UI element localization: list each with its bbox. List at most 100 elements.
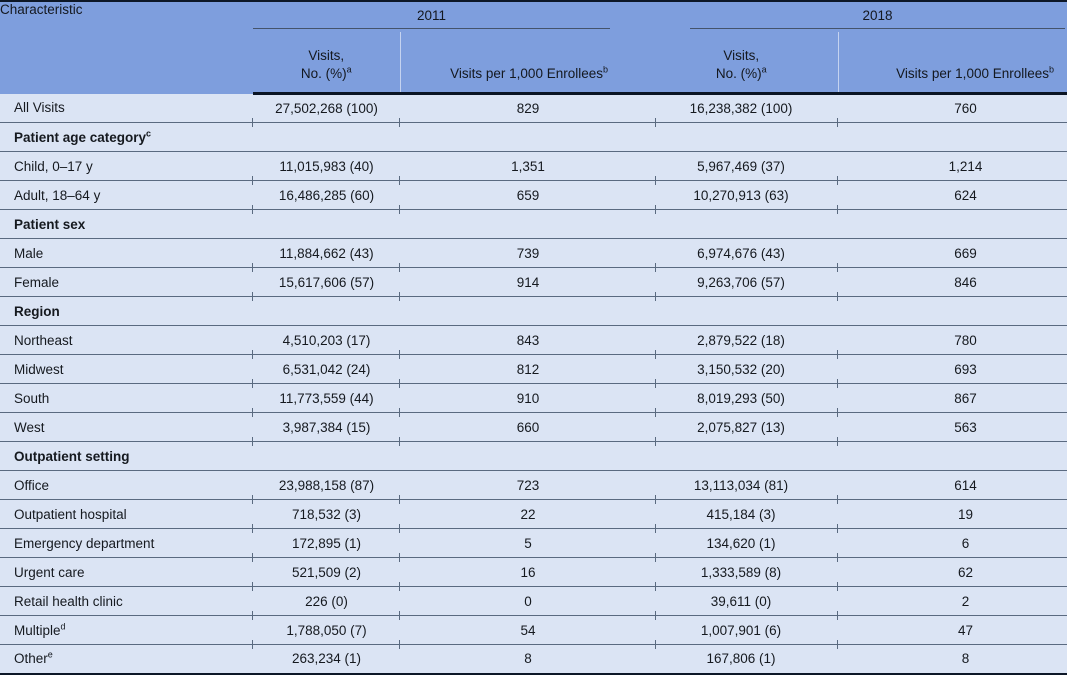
section-label: Region (14, 303, 60, 319)
cell-rate-2018: 19 (836, 500, 1067, 533)
section-header-row: Region (0, 296, 1067, 326)
column-header-visits-2018: Visits, No. (%)a (656, 32, 838, 95)
cell-rate-2018: 8 (961, 651, 970, 667)
table-row: Outpatient hospital 718,532 (3) 22 415,1… (0, 499, 1067, 533)
section-label-cell: Patient sex (0, 210, 1067, 239)
row-label-cell: South (0, 384, 253, 413)
cell-visits-2011: 11,015,983 (40) (252, 152, 400, 185)
cell-visits-2011: 11,773,559 (44) (252, 384, 400, 417)
row-label-cell: Othere (0, 645, 253, 674)
table-row: Othere 263,234 (1) 8 167,806 (1) 8 (0, 644, 1067, 674)
cell-rate-2011: 0 (399, 587, 656, 620)
row-label-cell: Child, 0–17 y (0, 152, 253, 181)
year-label-2011: 2011 (253, 2, 610, 29)
cell-rate-2018: 614 (836, 471, 1067, 504)
cell-visits-2011: 4,510,203 (17) (252, 326, 400, 359)
cell-rate-2018: 624 (836, 181, 1067, 214)
rate-header-label: Visits per 1,000 Enrollees (896, 66, 1049, 81)
row-label-cell: West (0, 413, 253, 442)
section-header-row: Outpatient setting (0, 441, 1067, 471)
row-label-cell: Outpatient hospital (0, 500, 253, 529)
visits-header-line1: Visits, (723, 48, 760, 63)
footnote-marker-a: a (346, 64, 352, 75)
row-label-cell: Retail health clinic (0, 587, 253, 616)
cell-rate-2011: 739 (399, 239, 656, 272)
cell-rate-2018: 669 (836, 239, 1067, 272)
section-header-row: Patient sex (0, 209, 1067, 239)
table-row: Female 15,617,606 (57) 914 9,263,706 (57… (0, 267, 1067, 301)
cell-visits-2011: 226 (0) (252, 587, 400, 620)
cell-visits-2011: 11,884,662 (43) (252, 239, 400, 272)
cell-rate-2011: 5 (399, 529, 656, 562)
cell-visits-2018: 1,333,589 (8) (655, 558, 838, 591)
year-group-2011: 2011 (253, 1, 656, 32)
cell-visits-2018: 6,974,676 (43) (655, 239, 838, 272)
cell-rate-2011: 16 (399, 558, 656, 591)
row-label-cell: Urgent care (0, 558, 253, 587)
cell-visits-2011: 718,532 (3) (252, 500, 400, 533)
section-label-cell: Patient age categoryc (0, 123, 1067, 152)
cell-rate-2011: 660 (399, 413, 656, 446)
table-row: Urgent care 521,509 (2) 16 1,333,589 (8)… (0, 557, 1067, 591)
cell-rate-2011: 910 (399, 384, 656, 417)
cell-rate-2011: 914 (399, 268, 656, 301)
cell-visits-2011: 521,509 (2) (252, 558, 400, 591)
column-header-characteristic: Characteristic (0, 2, 83, 17)
table-row: South 11,773,559 (44) 910 8,019,293 (50)… (0, 383, 1067, 417)
table-row: West 3,987,384 (15) 660 2,075,827 (13) 5… (0, 412, 1067, 446)
section-label: Outpatient setting (14, 448, 130, 464)
table-row: Adult, 18–64 y 16,486,285 (60) 659 10,27… (0, 180, 1067, 214)
row-label-cell: Office (0, 471, 253, 500)
table-row: Multipled 1,788,050 (7) 54 1,007,901 (6)… (0, 615, 1067, 649)
cell-rate-2011: 1,351 (399, 152, 656, 185)
section-label-cell: Outpatient setting (0, 442, 1067, 471)
cell-rate-2018: 867 (836, 384, 1067, 417)
cell-rate-2018: 846 (836, 268, 1067, 301)
cell-visits-2011: 172,895 (1) (252, 529, 400, 562)
cell-rate-2018: 760 (836, 94, 1067, 126)
cell-visits-2018: 2,075,827 (13) (655, 413, 838, 446)
cell-visits-2018: 13,113,034 (81) (655, 471, 838, 504)
cell-visits-2018: 39,611 (0) (655, 587, 838, 620)
row-label: All Visits (14, 100, 65, 116)
rate-header-label: Visits per 1,000 Enrollees (450, 66, 603, 81)
cell-rate-2011: 54 (399, 616, 656, 649)
cell-visits-2018: 9,263,706 (57) (655, 268, 838, 301)
column-header-rate-2011: Visits per 1,000 Enrolleesb (399, 32, 656, 95)
cell-visits-2018: 8,019,293 (50) (655, 384, 838, 417)
footnote-marker-b: b (602, 64, 608, 75)
year-label-2018: 2018 (690, 2, 1066, 29)
cell-rate-2018: 1,214 (836, 152, 1067, 185)
table-row: Office 23,988,158 (87) 723 13,113,034 (8… (0, 470, 1067, 504)
visits-header-line1: Visits, (308, 48, 345, 63)
cell-visits-2011: 15,617,606 (57) (252, 268, 400, 301)
table-row: Male 11,884,662 (43) 739 6,974,676 (43) … (0, 238, 1067, 272)
year-group-2018: 2018 (656, 1, 1067, 32)
cell-rate-2018: 563 (836, 413, 1067, 446)
row-label-cell: Multipled (0, 616, 253, 645)
year-group-row: Characteristic 2011 2018 (0, 1, 1067, 32)
cell-visits-2018: 415,184 (3) (655, 500, 838, 533)
table-row: Retail health clinic 226 (0) 0 39,611 (0… (0, 586, 1067, 620)
row-label: Adult, 18–64 y (14, 187, 101, 203)
cell-visits-2011: 3,987,384 (15) (252, 413, 400, 446)
row-label-cell: All Visits (0, 94, 253, 123)
cell-rate-2018: 62 (836, 558, 1067, 591)
row-label-cell: Female (0, 268, 253, 297)
visits-header-line2: No. (%) (715, 66, 762, 81)
footnote-marker-a: a (761, 64, 767, 75)
row-label: Multiple (14, 622, 61, 638)
section-label-cell: Region (0, 297, 1067, 326)
cell-visits-2011: 1,788,050 (7) (252, 616, 400, 649)
table-row: All Visits 27,502,268 (100) 829 16,238,3… (0, 93, 1067, 126)
section-header-row: Patient age categoryc (0, 122, 1067, 152)
cell-rate-2018: 2 (836, 587, 1067, 620)
cell-visits-2018: 134,620 (1) (655, 529, 838, 562)
section-label: Patient sex (14, 216, 86, 232)
cell-rate-2018: 693 (836, 355, 1067, 388)
column-header-rate-2018: Visits per 1,000 Enrolleesb (837, 32, 1067, 95)
row-label-cell: Emergency department (0, 529, 253, 558)
row-label: Retail health clinic (14, 593, 123, 609)
row-label: Other (14, 651, 48, 667)
